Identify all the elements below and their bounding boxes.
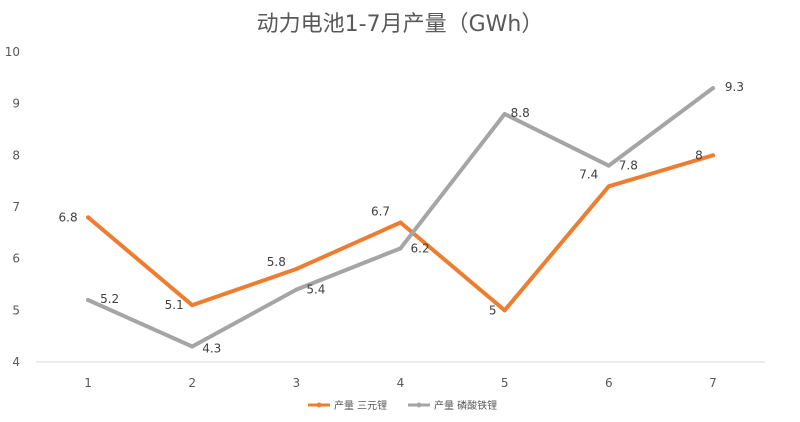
data-point xyxy=(294,267,299,271)
data-label: 6.7 xyxy=(371,205,390,219)
data-label: 5.4 xyxy=(306,283,325,297)
legend-marker xyxy=(416,402,422,408)
data-point xyxy=(606,163,611,168)
data-label: 6.8 xyxy=(59,210,78,224)
data-point xyxy=(294,287,299,292)
series-line-1 xyxy=(86,153,715,313)
data-point xyxy=(502,112,507,116)
x-tick-label: 6 xyxy=(605,376,613,390)
data-label: 5 xyxy=(489,303,497,317)
data-point xyxy=(606,184,611,189)
data-label: 4.3 xyxy=(202,342,221,356)
y-tick-label: 7 xyxy=(12,200,20,214)
y-tick-label: 4 xyxy=(12,355,20,369)
y-tick-label: 9 xyxy=(12,97,20,111)
grid xyxy=(36,51,765,311)
data-point xyxy=(190,344,195,349)
data-label: 5.8 xyxy=(267,255,286,269)
data-point xyxy=(86,298,91,302)
data-label: 5.2 xyxy=(100,292,119,306)
data-point xyxy=(502,308,507,313)
data-point xyxy=(398,246,403,251)
x-tick-label: 2 xyxy=(188,376,196,390)
data-label: 5.1 xyxy=(165,298,184,312)
data-point xyxy=(710,153,715,158)
x-tick-label: 4 xyxy=(397,376,405,390)
data-point xyxy=(190,303,195,308)
x-tick-label: 3 xyxy=(293,376,301,390)
x-tick-label: 5 xyxy=(501,376,509,390)
legend-label: 产量 磷酸铁锂 xyxy=(434,399,497,412)
y-tick-label: 5 xyxy=(12,303,20,317)
legend: 产量 三元锂 产量 磷酸铁锂 xyxy=(308,399,497,412)
y-tick-label: 8 xyxy=(12,148,20,162)
data-label: 7.8 xyxy=(619,159,638,173)
series xyxy=(86,86,715,349)
x-tick-label: 7 xyxy=(709,376,717,390)
data-label: 7.4 xyxy=(579,167,598,181)
data-label: 8.8 xyxy=(511,106,530,120)
data-label: 9.3 xyxy=(725,80,744,94)
y-tick-label: 6 xyxy=(12,252,20,266)
chart-title: 动力电池1-7月产量（GWh） xyxy=(257,12,544,37)
data-point xyxy=(710,86,715,91)
data-labels: 6.8 5.1 5.8 6.7 5 7.4 8 5.2 4.3 5.4 6.2 8.8 7.8 9.3 xyxy=(59,80,744,355)
axes: 4 5 6 7 8 9 10 1 2 3 4 5 6 7 xyxy=(5,45,765,390)
legend-marker xyxy=(316,402,322,408)
legend-label: 产量 三元锂 xyxy=(334,399,387,412)
data-label: 8 xyxy=(695,148,703,162)
data-point xyxy=(398,220,403,225)
y-tick-label: 10 xyxy=(5,45,20,59)
data-label: 6.2 xyxy=(411,241,430,255)
data-point xyxy=(86,215,91,220)
x-tick-label: 1 xyxy=(84,376,92,390)
